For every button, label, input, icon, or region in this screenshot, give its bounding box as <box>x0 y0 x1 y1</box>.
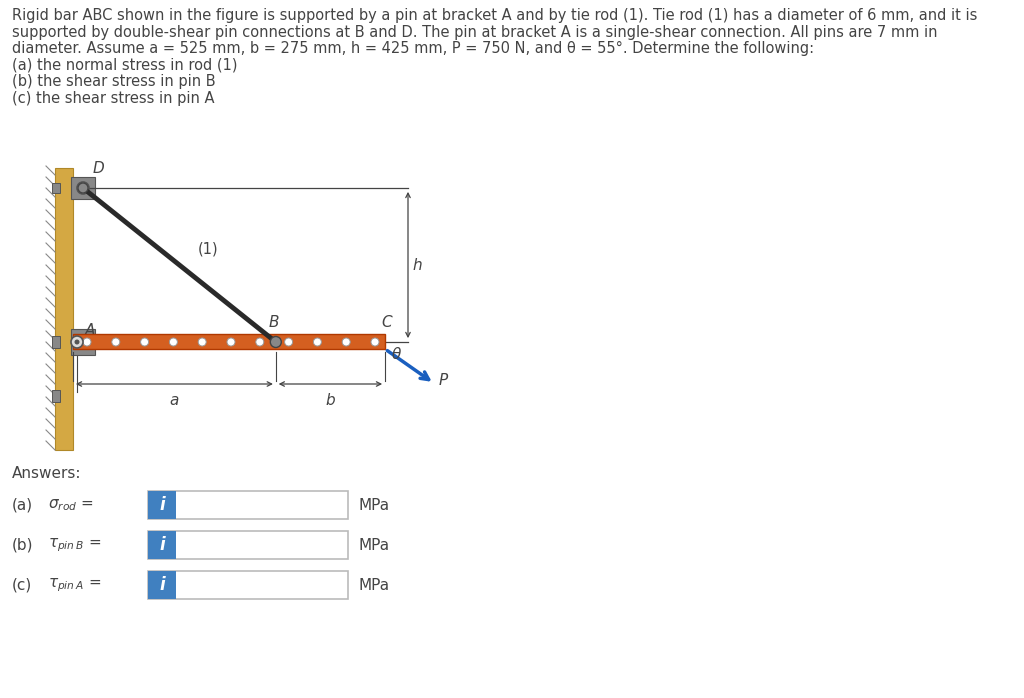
Text: h: h <box>412 258 422 272</box>
Circle shape <box>75 339 80 345</box>
Circle shape <box>227 338 234 346</box>
Circle shape <box>285 338 293 346</box>
Text: P: P <box>438 373 447 388</box>
Bar <box>73 334 385 349</box>
Circle shape <box>78 183 88 193</box>
Text: (a) the normal stress in rod (1): (a) the normal stress in rod (1) <box>12 57 238 73</box>
Text: i: i <box>159 496 165 514</box>
Text: (a): (a) <box>12 498 33 512</box>
Text: (c): (c) <box>12 577 32 593</box>
Circle shape <box>371 338 379 346</box>
Text: MPa: MPa <box>358 577 389 593</box>
Bar <box>148 491 348 519</box>
Bar <box>71 177 95 199</box>
Circle shape <box>140 338 148 346</box>
Text: D: D <box>93 161 104 176</box>
Circle shape <box>199 338 206 346</box>
Text: Rigid bar ABC shown in the figure is supported by a pin at bracket A and by tie : Rigid bar ABC shown in the figure is sup… <box>12 8 977 23</box>
Bar <box>148 491 176 519</box>
Circle shape <box>112 338 120 346</box>
Text: i: i <box>159 536 165 554</box>
Text: (b): (b) <box>12 537 34 553</box>
Bar <box>52 336 60 348</box>
Text: B: B <box>268 315 280 330</box>
Text: $\sigma_{rod}$ =: $\sigma_{rod}$ = <box>48 497 94 513</box>
Text: C: C <box>381 315 391 330</box>
Circle shape <box>71 336 83 348</box>
Text: Answers:: Answers: <box>12 466 82 481</box>
Bar <box>148 571 176 599</box>
Text: a: a <box>170 393 179 408</box>
Text: (b) the shear stress in pin B: (b) the shear stress in pin B <box>12 74 216 89</box>
Text: supported by double-shear pin connections at B and D. The pin at bracket A is a : supported by double-shear pin connection… <box>12 24 938 40</box>
Bar <box>148 531 176 559</box>
Circle shape <box>256 338 264 346</box>
Circle shape <box>342 338 350 346</box>
Circle shape <box>169 338 177 346</box>
Text: $\tau_{pin\,B}$ =: $\tau_{pin\,B}$ = <box>48 536 101 554</box>
Bar <box>148 571 348 599</box>
Circle shape <box>81 186 85 191</box>
Circle shape <box>313 338 322 346</box>
Bar <box>71 329 95 355</box>
Bar <box>148 531 348 559</box>
Text: diameter. Assume a = 525 mm, b = 275 mm, h = 425 mm, P = 750 N, and θ = 55°. Det: diameter. Assume a = 525 mm, b = 275 mm,… <box>12 41 814 56</box>
Text: b: b <box>326 393 335 408</box>
Text: MPa: MPa <box>358 498 389 512</box>
Text: MPa: MPa <box>358 537 389 553</box>
Text: (c) the shear stress in pin A: (c) the shear stress in pin A <box>12 91 214 105</box>
Text: (1): (1) <box>198 241 218 256</box>
Bar <box>55 168 73 450</box>
Circle shape <box>83 338 91 346</box>
Text: θ: θ <box>392 347 401 362</box>
Bar <box>52 390 60 402</box>
Circle shape <box>270 336 282 348</box>
Circle shape <box>77 182 89 194</box>
Text: $\tau_{pin\,A}$ =: $\tau_{pin\,A}$ = <box>48 577 101 594</box>
Text: A: A <box>85 323 95 338</box>
Bar <box>52 183 60 193</box>
Text: i: i <box>159 576 165 594</box>
